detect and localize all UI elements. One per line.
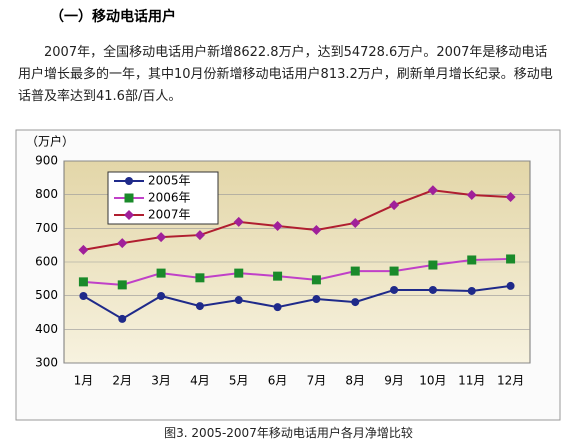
marker	[117, 238, 128, 249]
marker	[157, 292, 166, 301]
legend-marker	[125, 177, 133, 185]
y-tick-label: 700	[35, 221, 58, 235]
marker	[466, 190, 477, 201]
legend-marker	[124, 193, 134, 203]
marker	[350, 266, 360, 276]
marker	[506, 254, 516, 264]
marker	[311, 275, 321, 285]
marker	[428, 285, 437, 294]
series-line	[83, 257, 511, 286]
x-tick-label: 8月	[345, 374, 365, 388]
marker	[312, 295, 321, 304]
y-tick-label: 500	[35, 288, 58, 302]
paragraph: 2007年，全国移动电话用户新增8622.8万户，达到54728.6万户。200…	[18, 45, 553, 104]
marker	[389, 266, 399, 276]
marker	[195, 273, 205, 283]
marker	[505, 192, 516, 203]
x-tick-label: 7月	[307, 374, 327, 388]
marker	[195, 302, 204, 311]
marker	[117, 280, 127, 290]
chart: （万户） 300 400 500 600 700 800 900 1月 2月 3月 4月 5月 6月 7月…	[15, 129, 561, 421]
x-tick-label: 6月	[268, 374, 288, 388]
legend-marker	[124, 210, 134, 220]
marker	[389, 200, 400, 211]
x-tick-label: 11月	[458, 374, 485, 388]
heading: （一）移动电话用户	[50, 9, 176, 25]
y-tick-label: 800	[35, 187, 58, 201]
marker	[194, 230, 205, 241]
marker	[78, 277, 88, 287]
marker	[350, 217, 361, 228]
marker	[234, 296, 243, 305]
series-line	[83, 189, 511, 251]
marker	[156, 268, 166, 278]
y-tick-label: 300	[35, 356, 58, 370]
x-tick-label: 1月	[74, 374, 94, 388]
legend-label: 2006年	[148, 191, 191, 205]
marker	[78, 244, 89, 255]
marker	[506, 281, 515, 290]
caption: 图3. 2005-2007年移动电话用户各月净增比较	[164, 426, 413, 440]
marker	[272, 220, 283, 231]
marker	[351, 298, 360, 307]
marker	[233, 216, 244, 227]
marker	[273, 271, 283, 281]
marker	[273, 303, 282, 312]
x-tick-label: 2月	[112, 374, 132, 388]
x-tick-label: 9月	[384, 374, 404, 388]
marker	[156, 232, 167, 243]
y-tick-label: 400	[35, 322, 58, 336]
legend-label: 2007年	[148, 208, 191, 222]
marker	[428, 260, 438, 270]
marker	[467, 255, 477, 265]
x-tick-label: 3月	[151, 374, 171, 388]
marker	[390, 285, 399, 294]
x-tick-label: 5月	[229, 374, 249, 388]
x-tick-label: 10月	[419, 374, 446, 388]
legend-label: 2005年	[148, 174, 191, 188]
y-tick-label: 600	[35, 255, 58, 269]
marker	[234, 268, 244, 278]
marker	[311, 225, 322, 236]
x-tick-label: 12月	[497, 374, 524, 388]
y-tick-label: 900	[35, 154, 58, 168]
marker	[79, 292, 88, 301]
x-tick-label: 4月	[190, 374, 210, 388]
series-line	[82, 284, 511, 321]
marker	[427, 185, 438, 196]
marker	[118, 314, 127, 323]
y-axis-label: （万户）	[26, 134, 74, 149]
marker	[467, 286, 476, 295]
